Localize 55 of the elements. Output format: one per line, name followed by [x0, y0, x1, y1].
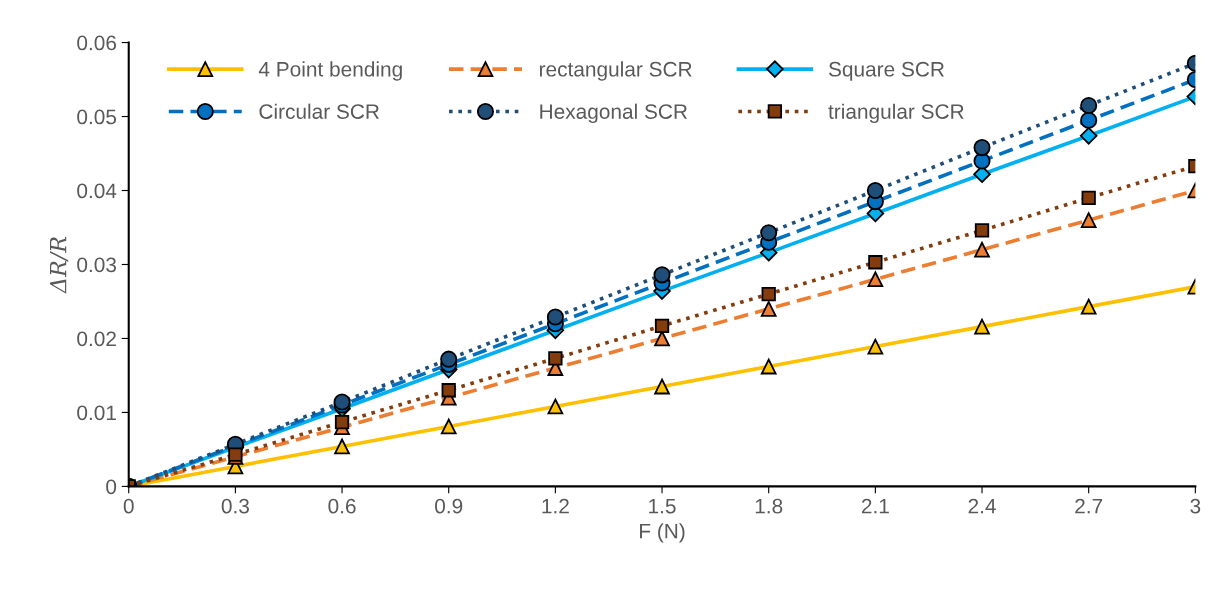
x-tick-label: 3 [1190, 498, 1201, 514]
point [547, 398, 564, 415]
point [1080, 298, 1097, 315]
point [1080, 96, 1098, 114]
point [761, 286, 776, 302]
legend-label: 4 Point bending [258, 61, 402, 81]
x-tick-label: 2.4 [968, 498, 996, 514]
point [1080, 111, 1098, 129]
legend-label: rectangular SCR [539, 61, 692, 81]
y-tick-label: 0.01 [77, 405, 116, 421]
point [867, 271, 884, 288]
point [548, 351, 563, 366]
point [973, 139, 991, 157]
legend-label: Circular SCR [259, 103, 379, 119]
x-tick-label: 1.8 [755, 498, 783, 514]
y-tick-label: 0 [106, 479, 117, 495]
x-tick-label: 0.6 [328, 498, 356, 514]
point [974, 241, 990, 258]
point [654, 318, 670, 334]
legend-label: triangular SCR [828, 103, 964, 124]
point [760, 224, 778, 242]
point [760, 301, 777, 317]
point [441, 383, 456, 398]
point [440, 350, 458, 368]
x-tick-label: 0.9 [435, 498, 463, 514]
y-axis-title: ΔR/R [50, 236, 69, 294]
y-tick-label: 0.04 [77, 183, 117, 199]
x-tick-label: 2.7 [1075, 498, 1103, 514]
y-tick-label: 0.06 [77, 35, 117, 51]
point [653, 266, 671, 284]
x-tick-label: 1.2 [542, 498, 569, 514]
y-tick-label: 0.05 [77, 109, 117, 125]
point [867, 338, 884, 355]
point [334, 414, 350, 430]
point [1079, 127, 1098, 145]
x-tick-label: 0.3 [221, 498, 249, 514]
point [1080, 212, 1097, 228]
point [866, 181, 884, 200]
x-axis-title: F (N) [640, 523, 685, 543]
x-tick-label: 2.1 [861, 498, 889, 514]
legend-label: Square SCR [828, 61, 944, 81]
point [546, 308, 564, 326]
point [868, 255, 883, 270]
point [654, 378, 670, 395]
y-tick-label: 0.02 [77, 331, 116, 347]
point [1081, 190, 1096, 206]
legend-label: Hexagonal SCR [540, 103, 688, 124]
x-tick-label: 1.5 [649, 498, 676, 514]
point [974, 318, 990, 335]
x-tick-label: 0 [123, 498, 134, 514]
y-tick-label: 0.03 [77, 257, 117, 273]
point [974, 223, 990, 238]
point [334, 438, 350, 455]
point [440, 418, 457, 435]
point [760, 358, 777, 375]
